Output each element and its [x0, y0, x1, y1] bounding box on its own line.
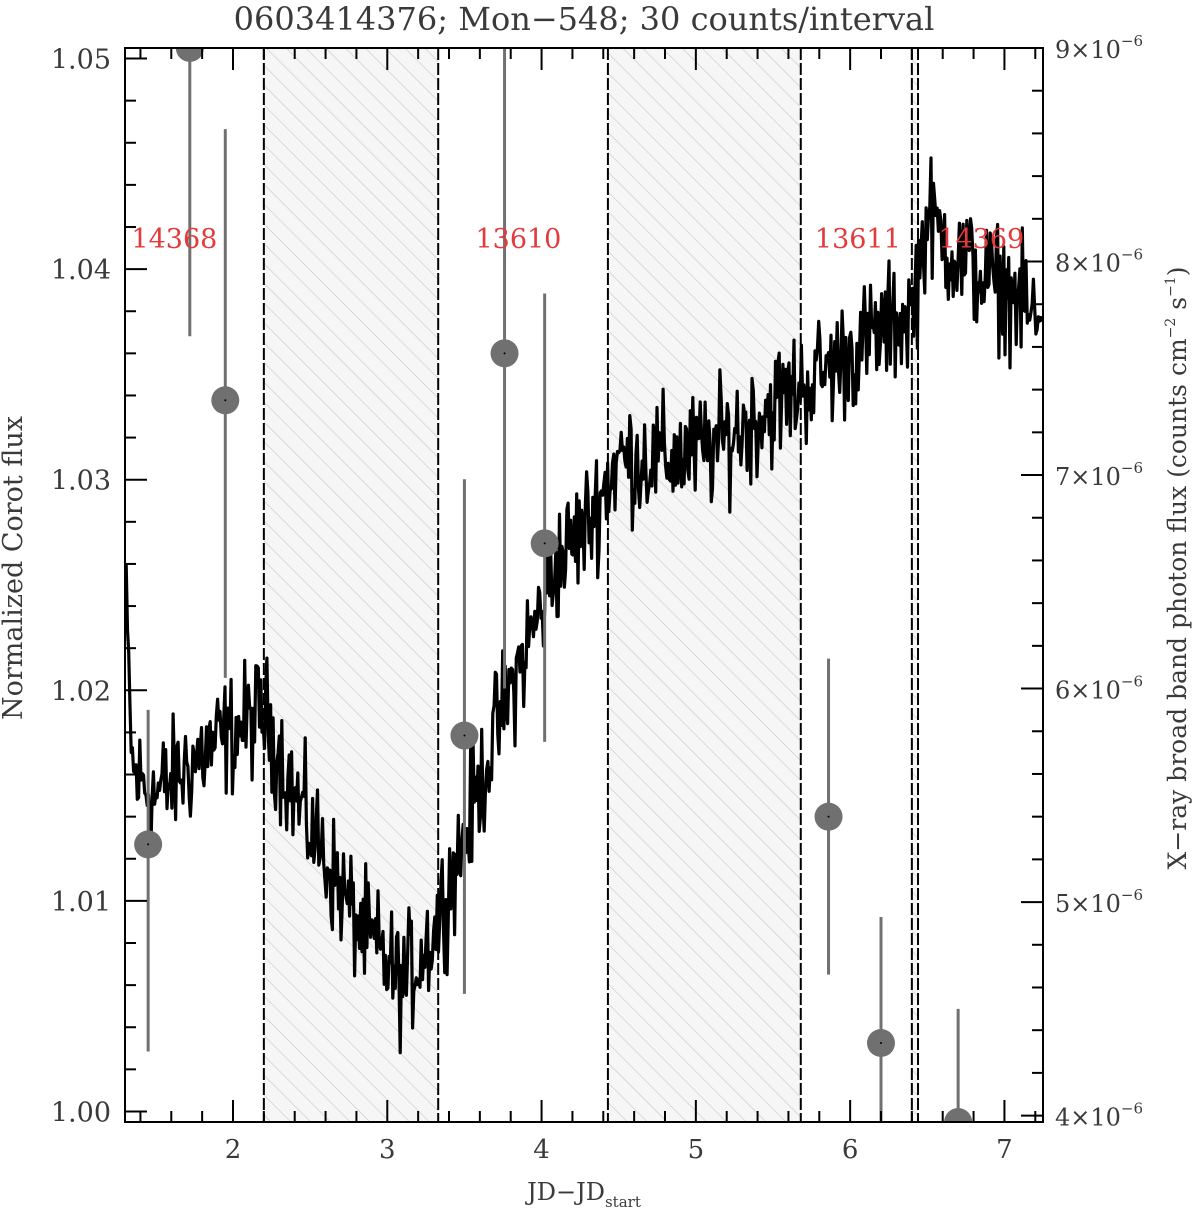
hatched-interval [911, 48, 919, 1122]
x-axis-ticks: 2 3 4 5 6 7 [139, 48, 1037, 1165]
lightcurve-line [125, 156, 1043, 1055]
obsid-label: 13610 [475, 224, 561, 255]
y-right-tick-label: 7×10−6 [1055, 459, 1143, 491]
xray-marker-center [503, 352, 506, 355]
xray-marker-center [224, 399, 227, 402]
obsid-label: 14369 [938, 224, 1024, 255]
xray-point [530, 293, 559, 742]
x-tick-label: 6 [842, 1135, 859, 1165]
obsid-labels: 14368 13610 13611 14369 [131, 224, 1024, 255]
y-right-tick-label: 8×10−6 [1055, 246, 1143, 278]
x-tick-label: 4 [533, 1135, 550, 1165]
chart-title: 0603414376; Mon−548; 30 counts/interval [234, 0, 935, 38]
y-left-tick-label: 1.04 [51, 255, 111, 286]
obsid-label: 14368 [131, 224, 217, 255]
y-left-tick-label: 1.05 [51, 45, 111, 76]
x-tick-label: 7 [996, 1135, 1013, 1165]
xray-marker-center [463, 734, 466, 737]
y-left-tick-label: 1.00 [51, 1097, 111, 1128]
xray-marker [175, 48, 204, 62]
xray-marker-center [543, 542, 546, 545]
obsid-label: 13611 [815, 224, 901, 255]
y-right-tick-label: 4×10−6 [1055, 1100, 1143, 1132]
hatched-interval [607, 48, 801, 1122]
y-left-axis-label: Normalized Corot flux [0, 416, 29, 720]
y-right-tick-label: 9×10−6 [1055, 32, 1143, 64]
y-right-axis-ticks: 4×10−6 5×10−6 6×10−6 7×10−6 8×10−6 9×10−6 [1021, 32, 1143, 1132]
y-left-tick-label: 1.01 [51, 887, 111, 918]
xray-marker-center [147, 843, 150, 846]
xray-points [134, 48, 973, 1122]
y-left-tick-label: 1.02 [51, 676, 111, 707]
x-axis-label: JD−JDstart [524, 1178, 641, 1210]
plot-frame [124, 47, 1044, 1123]
x-tick-label: 3 [379, 1135, 396, 1165]
y-left-tick-label: 1.03 [51, 466, 111, 497]
xray-point [211, 129, 240, 678]
xray-point [944, 1008, 973, 1122]
corot-lightcurve [125, 156, 1043, 1055]
xray-point [450, 479, 479, 994]
xray-point [867, 917, 895, 1122]
xray-point [134, 709, 163, 1052]
y-right-axis-label: X−ray broad band photon flux (counts cm−… [1163, 267, 1192, 870]
hatched-intervals [263, 48, 919, 1122]
x-tick-label: 5 [688, 1135, 705, 1165]
xray-point [175, 48, 204, 337]
y-right-tick-label: 5×10−6 [1055, 886, 1143, 918]
x-tick-label: 2 [225, 1135, 242, 1165]
xray-marker-center [827, 815, 830, 818]
xray-point [490, 48, 519, 689]
y-right-tick-label: 6×10−6 [1055, 673, 1143, 705]
xray-marker [944, 1108, 973, 1122]
xray-point [814, 658, 843, 975]
xray-marker-center [880, 1041, 882, 1044]
y-left-axis-ticks: 1.00 1.01 1.02 1.03 1.04 1.05 [51, 45, 147, 1128]
